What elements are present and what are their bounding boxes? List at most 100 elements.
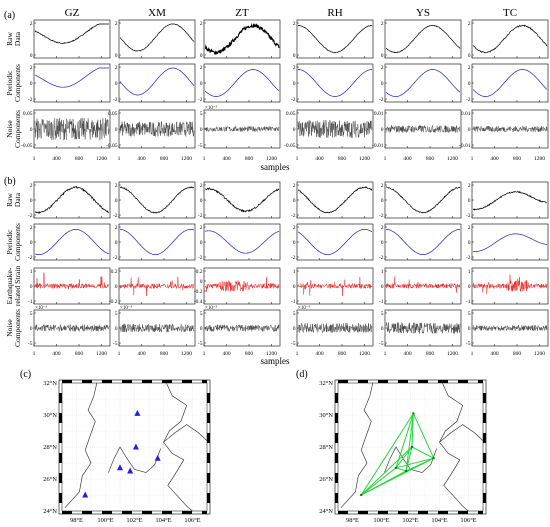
y-tick-label: -0.4	[194, 299, 203, 305]
station-marker	[127, 467, 134, 474]
frame-segment	[335, 493, 338, 503]
x-tick-label: 800	[245, 156, 254, 162]
row-label-line: Components	[13, 64, 22, 102]
frame-segment	[478, 380, 483, 383]
y-tick-label: -0.05	[284, 143, 296, 149]
frame-segment	[207, 393, 210, 403]
exponent-label: ×10⁻³	[35, 305, 47, 311]
plot-noise-tc: -0.01 0 0.01 1 400 800 1200	[459, 109, 549, 162]
panel-d-network-map: (d) 98°E 100°E 102°E 104°E 106°E 24°N 26°N 28°N 3…	[296, 369, 487, 524]
network-node	[412, 412, 415, 415]
y-tick-label: -0.01	[372, 143, 384, 149]
y-tick-label: 2	[381, 225, 384, 231]
frame-segment	[207, 413, 210, 423]
y-tick-label: 2	[200, 21, 203, 27]
plot-periodic-xm: -2 0 2	[113, 63, 196, 103]
row-label-line: Components	[13, 309, 22, 347]
plot-raw-gz: -2 0 2	[28, 181, 111, 219]
row-label-line: Data	[13, 192, 22, 207]
plot-periodic-tc: -2 0 2	[466, 223, 549, 261]
series-line-quake	[472, 274, 548, 295]
frame-segment	[142, 380, 152, 383]
x-tick-label: 1200	[96, 351, 107, 357]
series-line-raw	[385, 25, 461, 54]
x-tick-label: 800	[513, 351, 522, 357]
plot-quake-ys: -1 0 1	[379, 267, 462, 305]
x-tick-label: 1200	[181, 351, 192, 357]
station-marker	[117, 464, 123, 471]
plot-frame	[203, 181, 281, 219]
frame-segment	[335, 393, 338, 403]
plot-periodic-zt: -2 0 2	[198, 223, 281, 261]
y-tick-label: 2	[468, 21, 471, 27]
y-tick-label: 2	[115, 183, 118, 189]
y-tick-label: -2	[379, 97, 384, 103]
network-node	[432, 457, 435, 460]
y-tick-label: -5	[198, 341, 203, 347]
y-tick-label: -2	[466, 255, 471, 261]
plot-noise-tc: -5 0 5 1 400 800 1200	[466, 309, 549, 357]
frame-segment	[418, 511, 428, 514]
y-tick-label: 1	[381, 269, 384, 275]
x-tick-label: 400	[222, 351, 231, 357]
y-tick-label: 0.2	[196, 269, 203, 275]
y-tick-label: 0	[200, 326, 203, 332]
frame-segment	[82, 511, 92, 514]
x-tick-label: 1200	[447, 351, 458, 357]
y-tick-label: 2	[30, 21, 33, 27]
series-line-periodic	[385, 69, 461, 97]
y-tick-label: 1	[468, 269, 471, 275]
y-tick-label: 0	[293, 284, 296, 290]
frame-segment	[335, 453, 338, 463]
frame-segment	[207, 453, 210, 463]
frame-segment	[338, 380, 348, 383]
plot-frame	[33, 63, 111, 103]
station-title: XM	[148, 7, 166, 19]
row-label-periodic: Periodic Components	[5, 64, 22, 102]
frame-segment	[483, 393, 486, 403]
plot-noise-xm: -5 0 5×10⁻³ 1 400 800 1200	[113, 305, 196, 357]
network-edge	[405, 413, 414, 472]
x-tick-label: 1	[33, 351, 36, 357]
lon-tick-label: 98°E	[346, 517, 359, 524]
series-line-raw	[386, 186, 461, 214]
x-tick-label: 400	[315, 351, 324, 357]
network-edge	[395, 413, 414, 468]
plot-frame	[296, 19, 374, 59]
series-line-raw	[119, 23, 195, 52]
y-tick-label: 0	[468, 127, 471, 133]
frame-segment	[102, 380, 112, 383]
row-label-noise: Noise Components	[5, 110, 22, 148]
y-tick-label: 0	[30, 198, 33, 204]
y-tick-label: 0	[30, 240, 33, 246]
lat-tick-label: 28°N	[319, 444, 333, 451]
frame-segment	[122, 511, 132, 514]
frame-segment	[162, 380, 172, 383]
panel-b-line-grid: (b) Raw Data -2 0 2 -2 0 2 -2 0 2 -2 0 2 -2 0 2 -2 0 2 Period…	[4, 176, 549, 366]
x-tick-label: 800	[245, 351, 254, 357]
y-tick-label: 0	[115, 127, 118, 133]
row-label-line: Periodic	[5, 229, 14, 255]
plot-noise-ys: -0.01 0 0.01 1 400 800 1200	[372, 109, 462, 162]
frame-segment	[335, 473, 338, 483]
y-tick-label: -5	[198, 143, 203, 149]
series-line-noise	[472, 125, 548, 133]
row-label-noise: Noise Components	[5, 309, 22, 347]
y-tick-label: -2	[198, 213, 203, 219]
y-tick-label: 0	[468, 240, 471, 246]
series-line-noise	[119, 323, 195, 333]
province-boundary	[439, 382, 469, 512]
lon-tick-label: 106°E	[460, 517, 476, 524]
x-tick-label: 1200	[96, 156, 107, 162]
y-tick-label: -2	[379, 255, 384, 261]
y-tick-label: -2	[28, 213, 33, 219]
lon-tick-label: 102°E	[402, 517, 418, 524]
panel-c-station-map: (c) 98°E 100°E 102°E 104°E 106°E 24°N 26°N 28°N 3…	[20, 369, 211, 524]
series-line-periodic	[472, 69, 548, 97]
network-edge	[395, 446, 413, 469]
y-tick-label: 2	[30, 65, 33, 71]
series-line-noise	[472, 324, 548, 332]
network-edge	[360, 413, 414, 496]
frame-segment	[358, 511, 368, 514]
series-line-quake	[297, 276, 373, 296]
